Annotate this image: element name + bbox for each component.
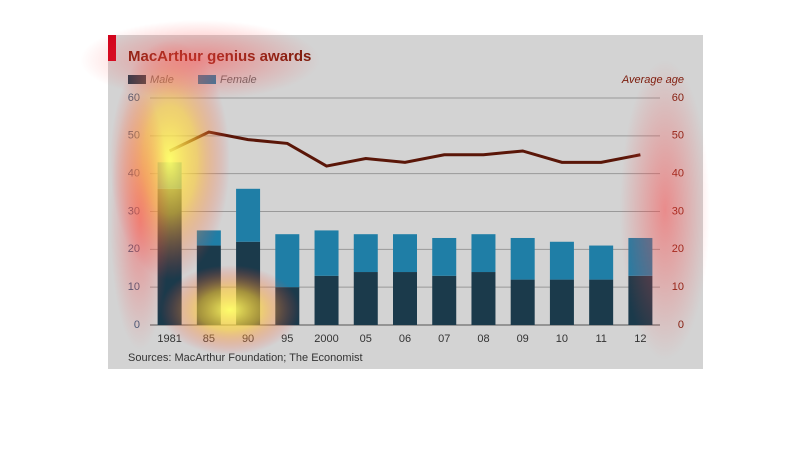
bar <box>393 272 417 325</box>
x-tick-label: 90 <box>242 333 254 345</box>
bar <box>314 230 339 276</box>
source: Sources: MacArthur Foundation; The Econo… <box>128 352 363 364</box>
bar <box>393 234 417 273</box>
y2-tick-label: 30 <box>672 205 684 217</box>
x-tick-label: 12 <box>634 333 646 345</box>
legend-label: Male <box>150 74 174 86</box>
bar <box>236 241 261 325</box>
y-tick-label: 50 <box>128 130 140 142</box>
x-tick-label: 95 <box>281 333 293 345</box>
line <box>168 130 641 168</box>
bar <box>432 237 457 276</box>
y2-tick-label: 40 <box>672 168 684 180</box>
bar <box>589 279 614 325</box>
bar <box>471 272 496 325</box>
x-tick-label: 1981 <box>157 333 181 345</box>
y2-axis-label: Average age <box>621 74 684 86</box>
bar <box>549 241 574 280</box>
bar <box>510 237 535 280</box>
bar <box>196 245 221 325</box>
bar <box>275 287 300 325</box>
bar <box>510 279 535 325</box>
bar <box>275 234 300 288</box>
y2-tick-label: 60 <box>672 92 684 104</box>
x-tick-label: 05 <box>360 333 372 345</box>
x-tick-label: 11 <box>595 333 606 345</box>
bar <box>432 275 457 325</box>
bar <box>353 234 378 273</box>
red-tag <box>108 35 116 61</box>
bar <box>353 272 378 325</box>
y-tick-label: 30 <box>128 205 140 217</box>
x-tick-label: 2000 <box>314 333 338 345</box>
bar <box>628 237 653 276</box>
x-tick-label: 09 <box>517 333 529 345</box>
legend-swatch <box>198 75 216 84</box>
bar <box>549 279 574 325</box>
x-tick-label: 07 <box>438 333 450 345</box>
bar <box>157 162 182 189</box>
y2-tick-label: 20 <box>672 243 684 255</box>
y-tick-label: 0 <box>134 319 140 331</box>
y2-tick-label: 0 <box>678 319 684 331</box>
chart-title: MacArthur genius awards <box>128 48 311 65</box>
y2-tick-label: 50 <box>672 130 684 142</box>
y2-tick-label: 10 <box>672 281 684 293</box>
bar <box>471 234 496 273</box>
bar <box>314 275 339 325</box>
x-tick-label: 06 <box>399 333 411 345</box>
bar <box>589 245 614 280</box>
bar <box>196 230 221 246</box>
x-tick-label: 85 <box>203 333 215 345</box>
y-tick-label: 20 <box>128 243 140 255</box>
bar <box>157 188 182 325</box>
bar <box>236 188 261 242</box>
y-tick-label: 10 <box>128 281 140 293</box>
bar <box>628 275 653 325</box>
y-tick-label: 40 <box>128 168 140 180</box>
x-tick-label: 10 <box>556 333 568 345</box>
legend-label: Female <box>220 74 257 86</box>
x-tick-label: 08 <box>477 333 489 345</box>
legend-swatch <box>128 75 146 84</box>
y-tick-label: 60 <box>128 92 140 104</box>
